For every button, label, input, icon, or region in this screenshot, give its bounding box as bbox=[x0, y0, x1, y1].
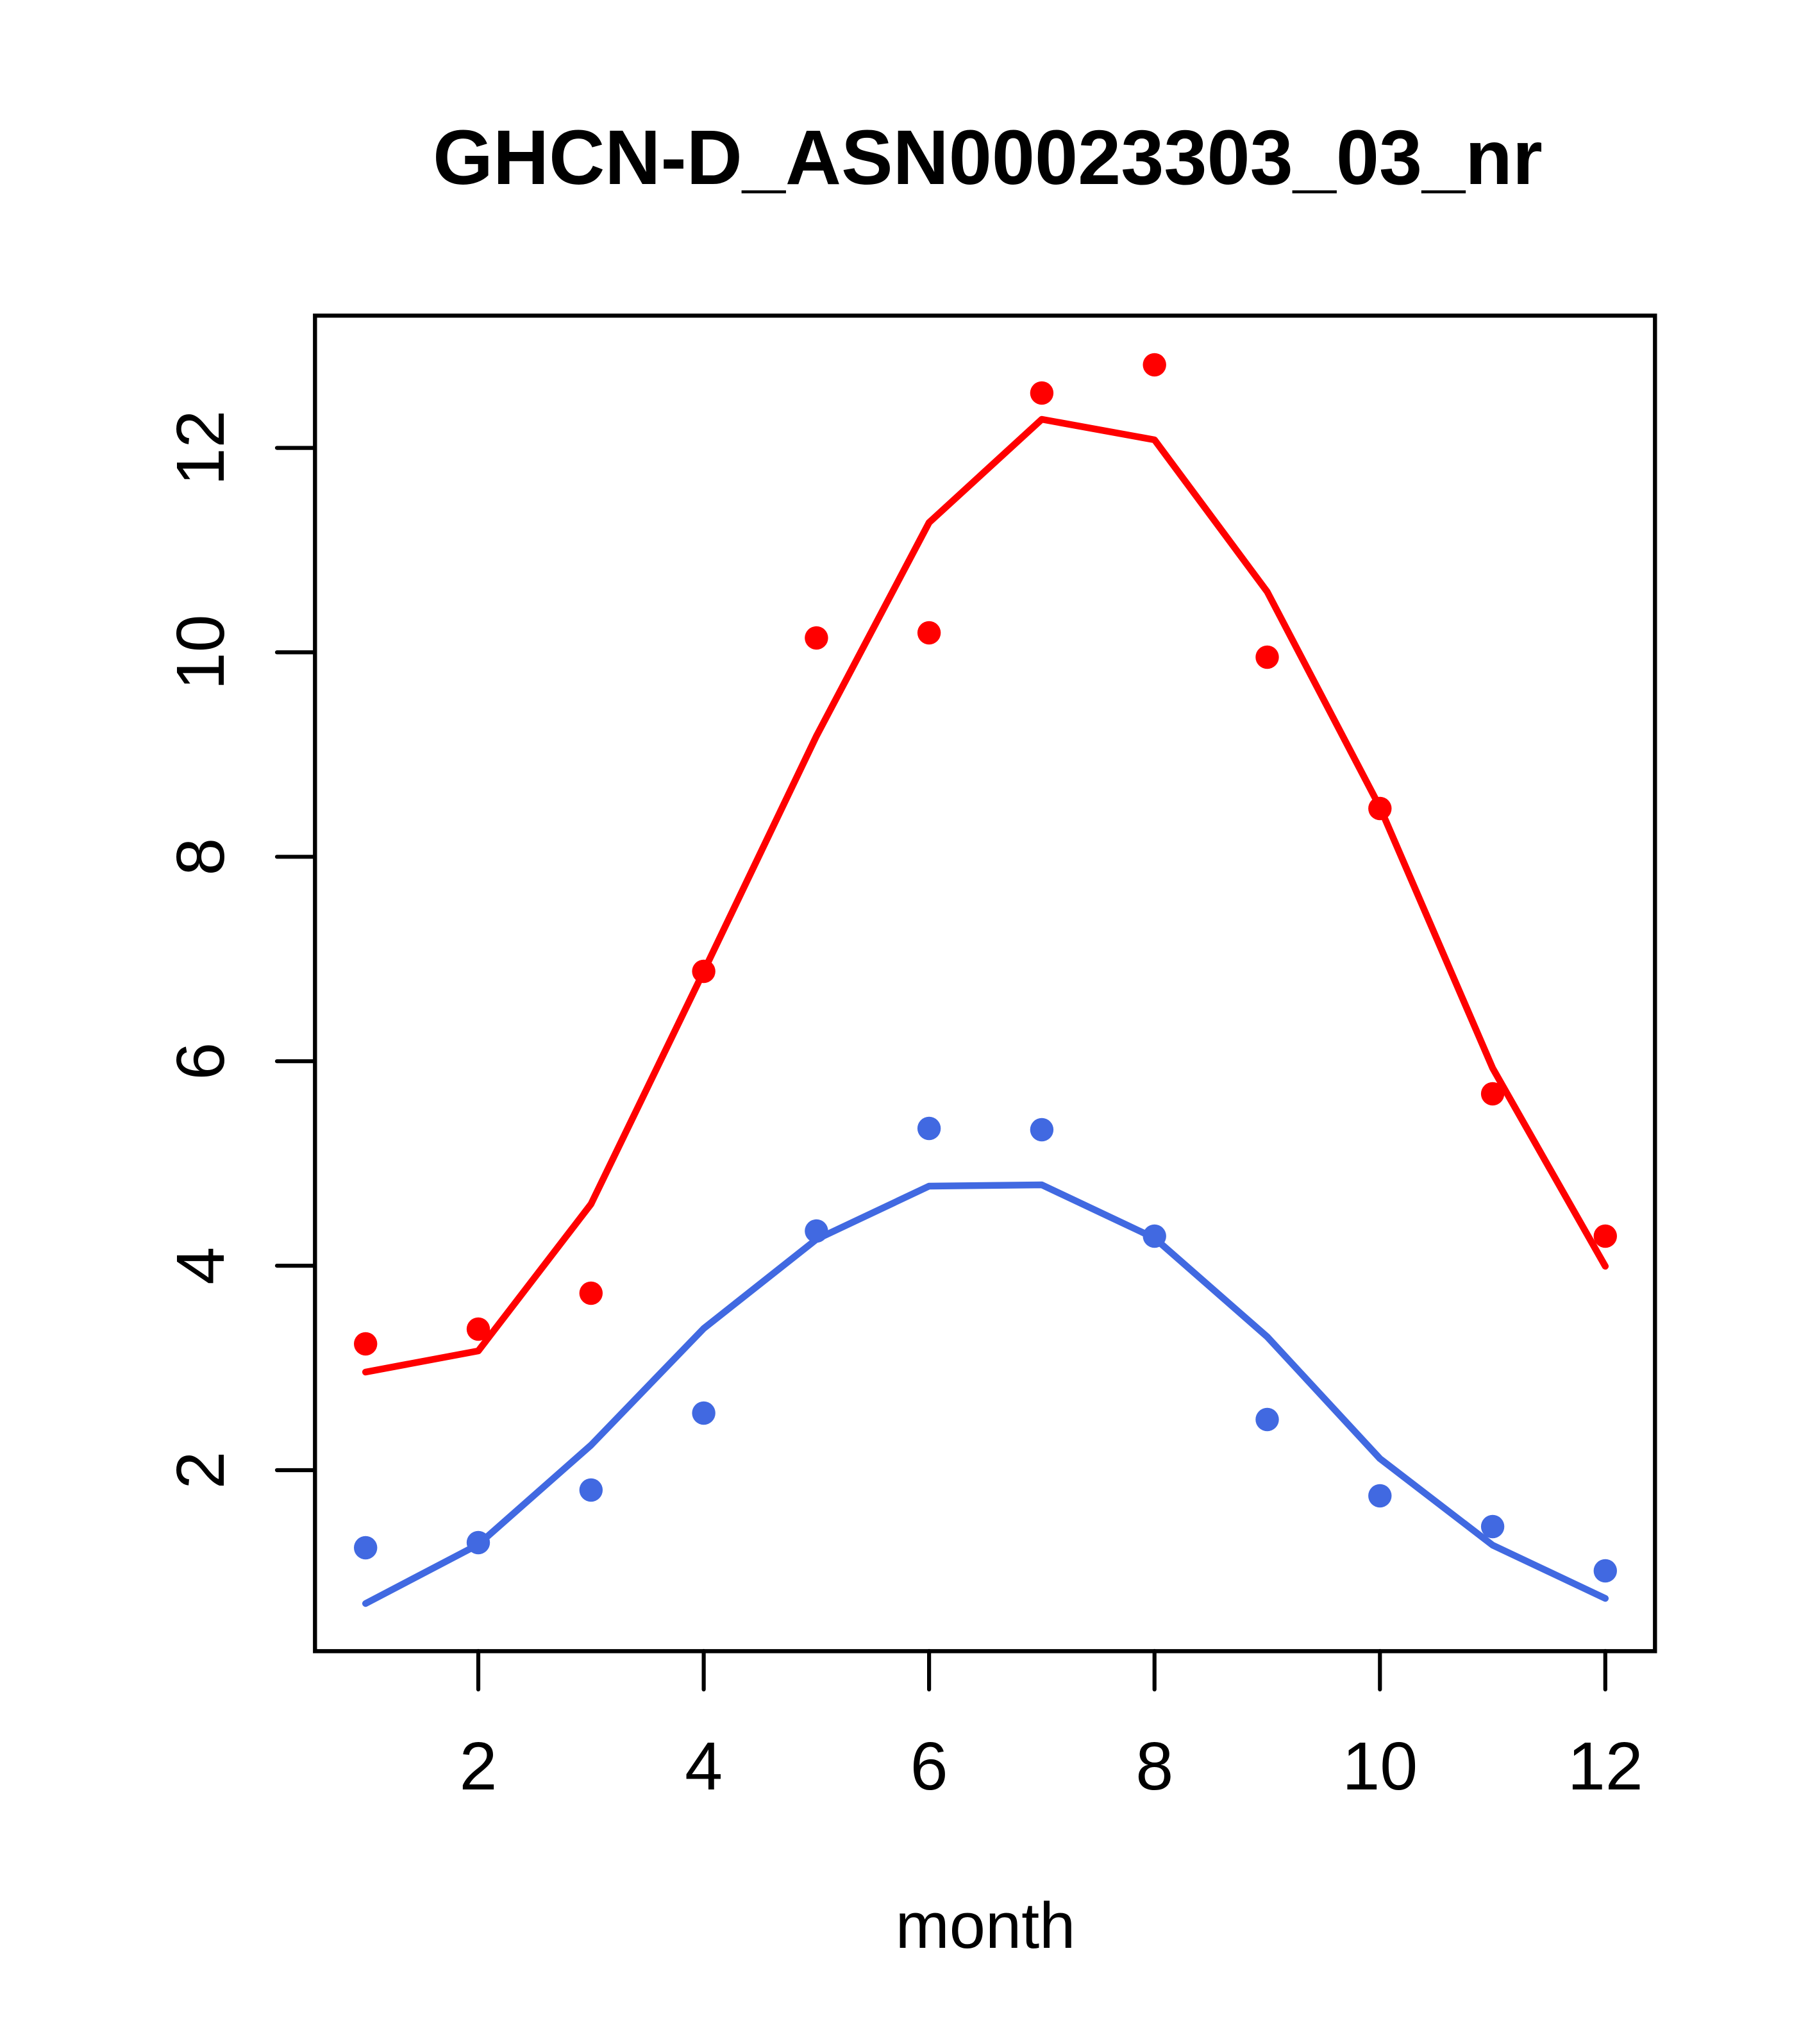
svg-text:4: 4 bbox=[685, 1729, 723, 1804]
svg-text:6: 6 bbox=[910, 1729, 948, 1804]
svg-text:12: 12 bbox=[163, 410, 239, 486]
svg-text:month: month bbox=[896, 1890, 1076, 1962]
svg-text:4: 4 bbox=[163, 1247, 239, 1285]
svg-text:GHCN-D_ASN00023303_03_nr: GHCN-D_ASN00023303_03_nr bbox=[433, 114, 1543, 201]
svg-text:2: 2 bbox=[163, 1452, 239, 1489]
svg-text:10: 10 bbox=[1342, 1729, 1418, 1804]
svg-text:8: 8 bbox=[1135, 1729, 1173, 1804]
svg-text:12: 12 bbox=[1568, 1729, 1643, 1804]
svg-text:8: 8 bbox=[163, 838, 239, 876]
svg-text:6: 6 bbox=[163, 1043, 239, 1080]
svg-text:10: 10 bbox=[163, 614, 239, 690]
svg-text:2: 2 bbox=[460, 1729, 498, 1804]
